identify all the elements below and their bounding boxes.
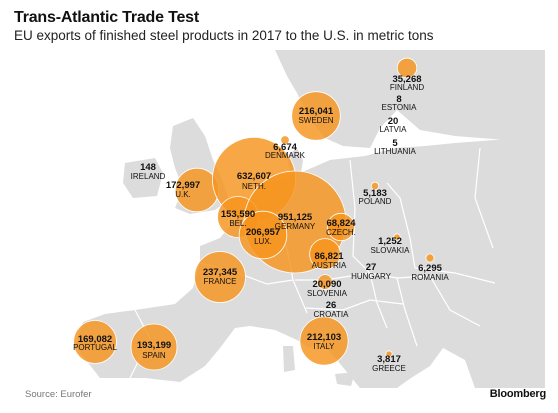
- value-label-austria: 86,821: [314, 251, 344, 262]
- country-label-belgium: BEL.: [229, 219, 246, 228]
- country-label-luxembourg: LUX.: [254, 237, 272, 246]
- country-label-portugal: PORTUGAL: [73, 343, 117, 352]
- country-label-slovenia: SLOVENIA: [307, 289, 348, 298]
- land-scandinavia: [275, 50, 545, 148]
- value-label-latvia: 20: [388, 116, 399, 127]
- country-label-croatia: CROATIA: [314, 310, 350, 319]
- country-label-italy: ITALY: [313, 342, 335, 351]
- value-label-netherlands: 632,607: [237, 171, 271, 182]
- border-line: [304, 299, 404, 311]
- country-label-austria: AUSTRIA: [312, 261, 347, 270]
- value-label-slovenia: 20,090: [312, 279, 341, 290]
- country-label-france: FRANCE: [204, 277, 237, 286]
- bubble-slovakia: [393, 233, 401, 241]
- value-label-czech: 68,824: [326, 218, 356, 229]
- country-label-ireland: IRELAND: [131, 172, 166, 181]
- country-label-romania: ROMANIA: [411, 273, 449, 282]
- source-note: Source: Eurofer: [25, 389, 92, 400]
- value-label-slovakia: 1,252: [378, 236, 402, 247]
- value-label-italy: 212,103: [307, 332, 341, 343]
- value-label-estonia: 8: [396, 94, 401, 105]
- value-label-france: 237,345: [203, 267, 238, 278]
- map-subtitle: EU exports of finished steel products in…: [14, 28, 434, 43]
- value-label-sweden: 216,041: [299, 106, 334, 117]
- border-line: [396, 277, 418, 347]
- bubble-sweden: [291, 91, 341, 141]
- value-label-belgium: 153,590: [221, 209, 255, 220]
- country-label-hungary: HUNGARY: [351, 272, 392, 281]
- country-label-spain: SPAIN: [142, 351, 166, 360]
- value-label-lithuania: 5: [392, 138, 398, 149]
- country-label-estonia: ESTONIA: [382, 103, 418, 112]
- bloomberg-logo: Bloomberg: [489, 388, 546, 400]
- border-line: [386, 182, 416, 269]
- map-title: Trans-Atlantic Trade Test: [14, 9, 199, 26]
- bubble-poland: [370, 181, 380, 191]
- value-label-greece: 3,817: [377, 354, 401, 365]
- value-label-finland: 35,268: [392, 74, 421, 85]
- bubble-romania: [425, 253, 435, 263]
- value-label-denmark: 6,674: [273, 142, 297, 153]
- border-line: [474, 147, 494, 249]
- bubble-italy: [299, 316, 349, 366]
- country-label-netherlands: NETH.: [242, 182, 266, 191]
- value-label-ireland: 148: [140, 162, 156, 173]
- value-label-germany: 951,125: [278, 212, 313, 223]
- country-label-denmark: DENMARK: [265, 151, 306, 160]
- country-label-greece: GREECE: [372, 364, 406, 373]
- bubbles-layer: [73, 57, 435, 371]
- country-label-lithuania: LITHUANIA: [374, 147, 416, 156]
- border-line: [429, 275, 481, 327]
- value-label-hungary: 27: [366, 262, 377, 273]
- bubble-austria: [309, 238, 341, 270]
- bubble-slovenia: [317, 274, 333, 290]
- value-label-luxembourg: 206,957: [246, 227, 280, 238]
- bubble-denmark: [280, 135, 290, 145]
- country-label-poland: POLAND: [359, 197, 392, 206]
- country-label-slovakia: SLOVAKIA: [371, 246, 411, 255]
- land-ireland: [123, 158, 163, 198]
- value-label-portugal: 169,082: [78, 334, 112, 345]
- bubble-czech: [326, 212, 356, 242]
- country-label-sweden: SWEDEN: [298, 116, 333, 125]
- country-label-germany: GERMANY: [275, 222, 316, 231]
- value-label-uk: 172,997: [166, 180, 200, 191]
- bubble-portugal: [73, 320, 117, 364]
- value-label-poland: 5,183: [363, 188, 387, 199]
- country-label-uk: U.K.: [175, 190, 191, 199]
- border-line: [369, 272, 388, 329]
- value-label-romania: 6,295: [418, 263, 442, 274]
- land-sicily: [335, 372, 355, 386]
- bubble-france: [194, 251, 246, 303]
- country-label-czech: CZECH.: [326, 228, 356, 237]
- bubble-greece: [385, 350, 393, 358]
- country-label-finland: FINLAND: [390, 83, 424, 92]
- value-label-croatia: 26: [326, 300, 337, 311]
- bubble-luxembourg: [238, 210, 288, 260]
- border-line: [414, 267, 496, 284]
- value-label-spain: 193,199: [137, 340, 171, 351]
- country-label-latvia: LATVIA: [380, 125, 408, 134]
- bubble-finland: [396, 57, 418, 79]
- bubble-spain: [130, 323, 178, 371]
- land-sardinia: [283, 346, 295, 372]
